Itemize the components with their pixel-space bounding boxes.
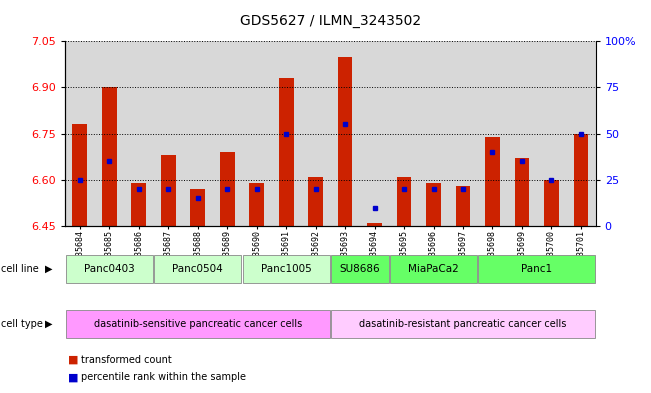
Bar [65, 41, 94, 226]
Text: GDS5627 / ILMN_3243502: GDS5627 / ILMN_3243502 [240, 14, 421, 28]
Bar [338, 57, 352, 226]
Bar [331, 255, 389, 283]
Bar [360, 41, 389, 226]
Bar [102, 87, 117, 226]
Bar [478, 255, 595, 283]
Text: dasatinib-sensitive pancreatic cancer cells: dasatinib-sensitive pancreatic cancer ce… [94, 319, 302, 329]
Bar [279, 78, 294, 226]
Bar [536, 41, 566, 226]
Bar [271, 41, 301, 226]
Text: SU8686: SU8686 [340, 264, 380, 274]
Bar [390, 255, 477, 283]
Text: ■: ■ [68, 354, 79, 365]
Bar [507, 41, 536, 226]
Bar [309, 177, 323, 226]
Bar [154, 41, 183, 226]
Text: transformed count: transformed count [81, 354, 172, 365]
Bar [449, 41, 478, 226]
Bar [456, 186, 471, 226]
Text: cell type: cell type [1, 319, 43, 329]
Bar [566, 41, 596, 226]
Bar [574, 134, 589, 226]
Text: Panc1005: Panc1005 [261, 264, 312, 274]
Bar [243, 255, 330, 283]
Text: ▶: ▶ [45, 264, 53, 274]
Bar [72, 124, 87, 226]
Text: ▶: ▶ [45, 319, 53, 329]
Bar [544, 180, 559, 226]
Text: cell line: cell line [1, 264, 39, 274]
Bar [331, 41, 360, 226]
Bar [419, 41, 449, 226]
Text: percentile rank within the sample: percentile rank within the sample [81, 372, 246, 382]
Bar [249, 183, 264, 226]
Text: MiaPaCa2: MiaPaCa2 [408, 264, 459, 274]
Text: Panc0504: Panc0504 [173, 264, 223, 274]
Bar [242, 41, 271, 226]
Bar [183, 41, 212, 226]
Bar [154, 255, 242, 283]
Bar [426, 183, 441, 226]
Text: Panc0403: Panc0403 [84, 264, 135, 274]
Bar [514, 158, 529, 226]
Bar [220, 152, 234, 226]
Text: dasatinib-resistant pancreatic cancer cells: dasatinib-resistant pancreatic cancer ce… [359, 319, 567, 329]
Bar [485, 137, 500, 226]
Bar [478, 41, 507, 226]
Bar [389, 41, 419, 226]
Bar [161, 155, 176, 226]
Text: ■: ■ [68, 372, 79, 382]
Bar [301, 41, 330, 226]
Bar [331, 310, 595, 338]
Bar [212, 41, 242, 226]
Bar [94, 41, 124, 226]
Bar [66, 310, 330, 338]
Bar [367, 223, 382, 226]
Text: Panc1: Panc1 [521, 264, 552, 274]
Bar [396, 177, 411, 226]
Bar [132, 183, 146, 226]
Bar [124, 41, 154, 226]
Bar [66, 255, 153, 283]
Bar [190, 189, 205, 226]
